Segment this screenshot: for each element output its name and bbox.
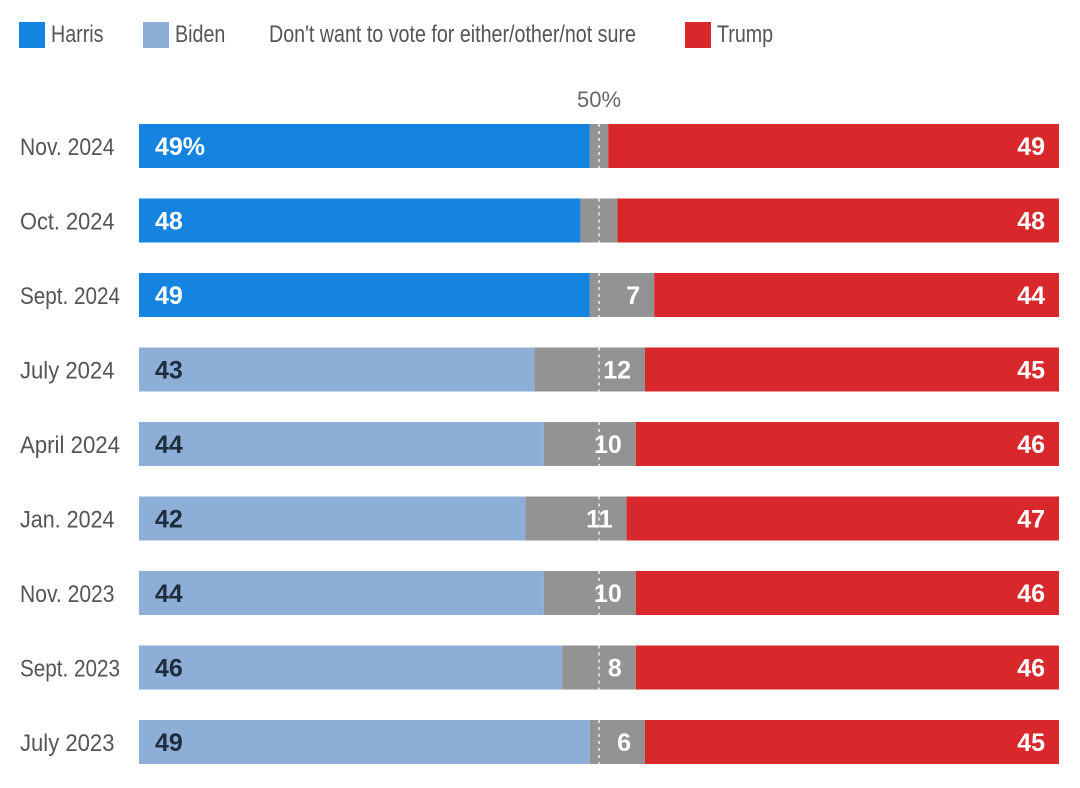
data-label-trump: 45 [1017,357,1045,385]
bar-row: Sept. 2023 46 8 46 [20,645,1059,690]
legend-label-harris: Harris [51,21,104,48]
data-label-trump: 45 [1017,729,1045,757]
reference-line-label: 50% [577,87,621,112]
legend: Harris Biden Don't want to vote for eith… [19,20,811,50]
data-label-trump: 46 [1017,431,1045,459]
legend-swatch-trump [685,22,711,48]
bars-group: Nov. 2024 49% 49 Oct. 2024 48 48 Sept. 2024 49 7… [20,124,1059,764]
bar-segment-other [525,496,627,541]
bar-row: Jan. 2024 42 11 47 [20,496,1059,541]
data-label-trump: 46 [1017,655,1045,683]
bar-segment-harris [139,273,590,317]
bar-segment-trump [645,720,1059,764]
data-label-other: 8 [608,655,622,683]
bar-segment-trump [617,198,1059,243]
data-label-harris: 49 [155,282,183,310]
bar-row: April 2024 44 10 46 [20,422,1059,466]
category-label: April 2024 [20,432,120,459]
data-label-biden: 42 [155,506,183,534]
legend-item-harris: Harris [19,21,127,49]
data-label-harris: 48 [155,208,183,236]
bar-segment-biden [139,422,544,466]
data-label-other: 12 [603,357,631,385]
bar-segment-other [534,347,645,392]
bar-segment-biden [139,645,563,690]
category-label: Oct. 2024 [20,209,115,236]
bar-segment-harris [139,124,590,168]
bar-row: Sept. 2024 49 7 44 [20,273,1059,317]
data-label-harris: 49% [155,133,205,161]
bar-segment-biden [139,347,535,392]
legend-swatch-harris [19,22,45,48]
bar-segment-trump [654,273,1059,317]
bar-segment-other [589,273,655,317]
data-label-biden: 43 [155,357,183,385]
data-label-other: 10 [594,431,622,459]
data-label-other: 7 [626,282,640,310]
legend-label-trump: Trump [717,21,774,48]
data-label-trump: 46 [1017,580,1045,608]
category-label: Sept. 2024 [20,283,120,310]
bar-segment-biden [139,720,590,764]
data-label-biden: 44 [155,431,183,459]
data-label-biden: 49 [155,729,183,757]
data-label-other: 6 [617,729,631,757]
bar-segment-trump [635,571,1059,615]
bar-segment-trump [635,422,1059,466]
legend-item-trump: Trump [685,21,795,49]
bar-segment-trump [645,347,1059,392]
category-label: July 2024 [20,358,115,385]
bar-segment-trump [608,124,1059,168]
category-label: Nov. 2024 [20,134,115,161]
bar-row: July 2023 49 6 45 [20,720,1059,764]
bar-segment-other [543,422,636,466]
bar-segment-other [543,571,636,615]
bar-row: Nov. 2023 44 10 46 [20,571,1059,615]
bar-segment-biden [139,496,526,541]
category-label: Jan. 2024 [20,507,115,534]
bar-row: July 2024 43 12 45 [20,347,1059,392]
legend-label-other: Don't want to vote for either/other/not … [269,21,636,48]
category-label: July 2023 [20,730,115,757]
legend-swatch-biden [143,22,169,48]
bar-row: Oct. 2024 48 48 [20,198,1059,243]
legend-item-other: Don't want to vote for either/other/not … [263,21,669,49]
data-label-trump: 47 [1017,506,1045,534]
data-label-biden: 44 [155,580,183,608]
category-label: Sept. 2023 [20,656,120,683]
bar-segment-harris [139,198,581,243]
legend-item-biden: Biden [143,21,247,49]
category-label: Nov. 2023 [20,581,115,608]
data-label-other: 10 [594,580,622,608]
bar-row: Nov. 2024 49% 49 [20,124,1059,168]
bar-segment-biden [139,571,544,615]
data-label-trump: 44 [1017,282,1045,310]
data-label-trump: 49 [1017,133,1045,161]
bar-segment-trump [635,645,1059,690]
bar-segment-trump [626,496,1059,541]
legend-label-biden: Biden [175,21,226,48]
data-label-biden: 46 [155,655,183,683]
data-label-trump: 48 [1017,208,1045,236]
